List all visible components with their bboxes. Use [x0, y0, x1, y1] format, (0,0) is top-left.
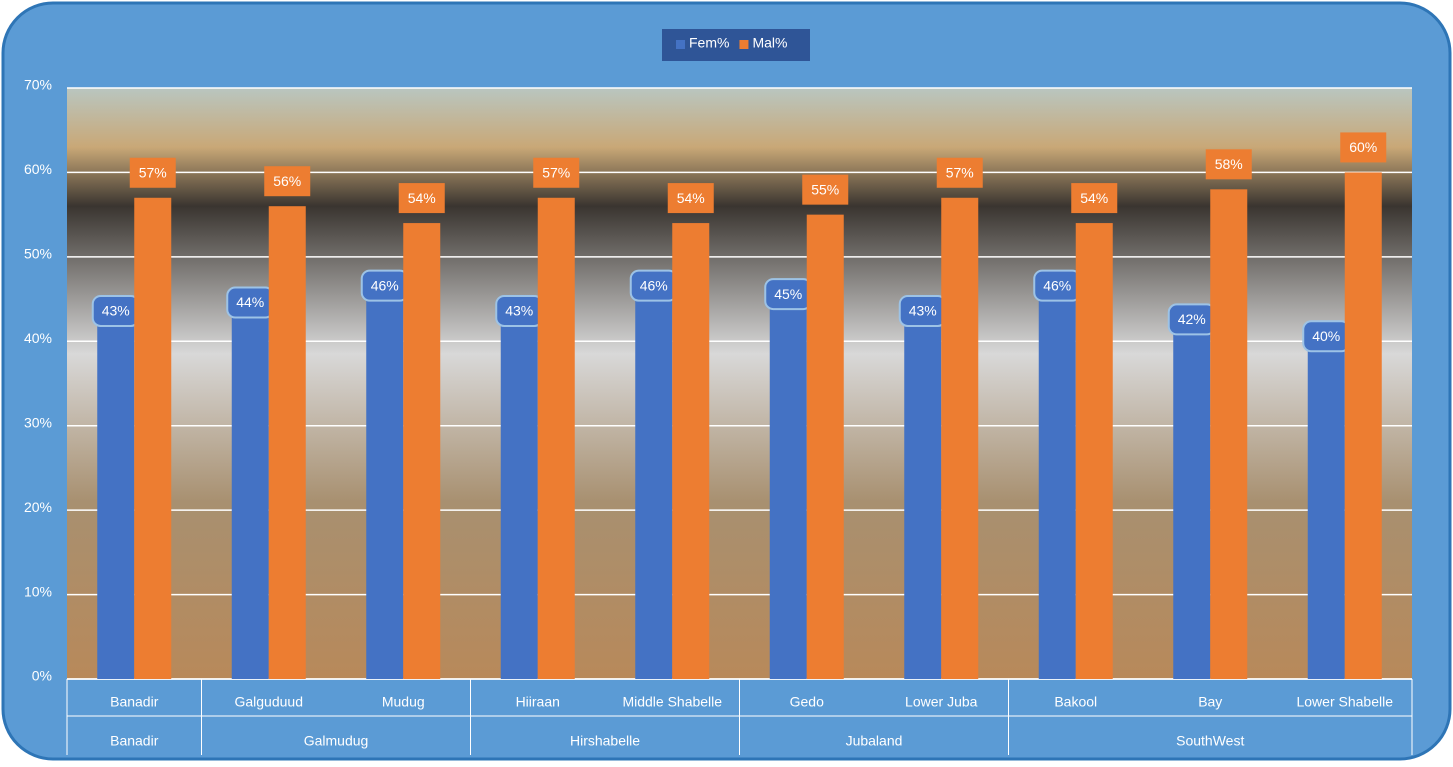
bar [1038, 290, 1076, 679]
bar [268, 206, 306, 679]
y-tick-label: 20% [24, 499, 52, 515]
y-tick-label: 70% [24, 77, 52, 93]
x-tick-label: Bay [1198, 694, 1222, 710]
x-tick-label: Lower Juba [905, 694, 978, 710]
x-tick-label: Galguduud [234, 694, 303, 710]
value-label: 43% [102, 303, 130, 319]
bar [1075, 223, 1113, 680]
bar [1210, 189, 1248, 680]
value-label-box [936, 157, 983, 188]
value-label: 43% [909, 303, 937, 319]
x-tick-label: Middle Shabelle [622, 694, 722, 710]
y-tick-label: 30% [24, 414, 52, 430]
group-label: Galmudug [304, 733, 369, 749]
bar [366, 290, 404, 679]
value-label: 46% [640, 277, 668, 293]
value-label: 40% [1312, 328, 1340, 344]
x-tick-label: Lower Shabelle [1296, 694, 1393, 710]
value-label: 46% [371, 277, 399, 293]
legend-label: Fem% [689, 35, 729, 51]
value-label-box [533, 157, 580, 188]
value-label-box [667, 183, 714, 214]
group-label: Hirshabelle [570, 733, 640, 749]
value-label-box [1071, 183, 1118, 214]
y-tick-label: 40% [24, 330, 52, 346]
bar [403, 223, 441, 680]
value-label: 57% [946, 164, 974, 180]
bar [769, 299, 807, 679]
value-label: 54% [408, 190, 436, 206]
value-label: 46% [1043, 277, 1071, 293]
legend-swatch [676, 40, 685, 49]
legend-swatch [739, 40, 749, 49]
legend-label: Mal% [752, 35, 787, 51]
group-label: Banadir [110, 733, 159, 749]
y-tick-label: 50% [24, 246, 52, 262]
bar [1344, 172, 1382, 679]
value-label: 43% [505, 303, 533, 319]
value-label: 56% [273, 173, 301, 189]
y-tick-label: 10% [24, 583, 52, 599]
bar [1307, 341, 1345, 679]
group-label: SouthWest [1176, 733, 1244, 749]
bar [97, 315, 135, 679]
value-label: 60% [1349, 139, 1377, 155]
x-tick-label: Hiiraan [516, 694, 560, 710]
x-tick-label: Bakool [1054, 694, 1097, 710]
value-label: 45% [774, 286, 802, 302]
chart-layer: 0% 10% 20% 30% 40% 50% 60% 70% Banadir Banadir Gal… [24, 29, 1413, 755]
value-label-box [398, 183, 445, 214]
value-label: 54% [677, 190, 705, 206]
bar [537, 197, 575, 679]
value-label-box [1205, 149, 1252, 180]
value-label: 58% [1215, 156, 1243, 172]
bar [1173, 324, 1211, 679]
bar [672, 223, 710, 680]
bar [635, 290, 673, 679]
y-tick-label: 0% [32, 668, 52, 684]
y-tick-label: 60% [24, 161, 52, 177]
bar [941, 197, 979, 679]
bar [134, 197, 172, 679]
value-label: 57% [542, 164, 570, 180]
value-label: 42% [1178, 311, 1206, 327]
bar [231, 307, 269, 679]
bar [806, 214, 844, 679]
value-label-box [129, 157, 176, 188]
value-label: 54% [1080, 190, 1108, 206]
bar [904, 315, 942, 679]
value-label-box [802, 174, 849, 205]
value-label: 44% [236, 294, 264, 310]
legend-box [662, 29, 810, 61]
x-tick-label: Mudug [382, 694, 425, 710]
value-label-box [1340, 132, 1387, 163]
value-label: 55% [811, 181, 839, 197]
group-label: Jubaland [846, 733, 903, 749]
x-tick-label: Gedo [790, 694, 824, 710]
value-label-box [264, 166, 311, 197]
bar [500, 315, 538, 679]
x-tick-label: Banadir [110, 694, 159, 710]
value-label: 57% [139, 164, 167, 180]
